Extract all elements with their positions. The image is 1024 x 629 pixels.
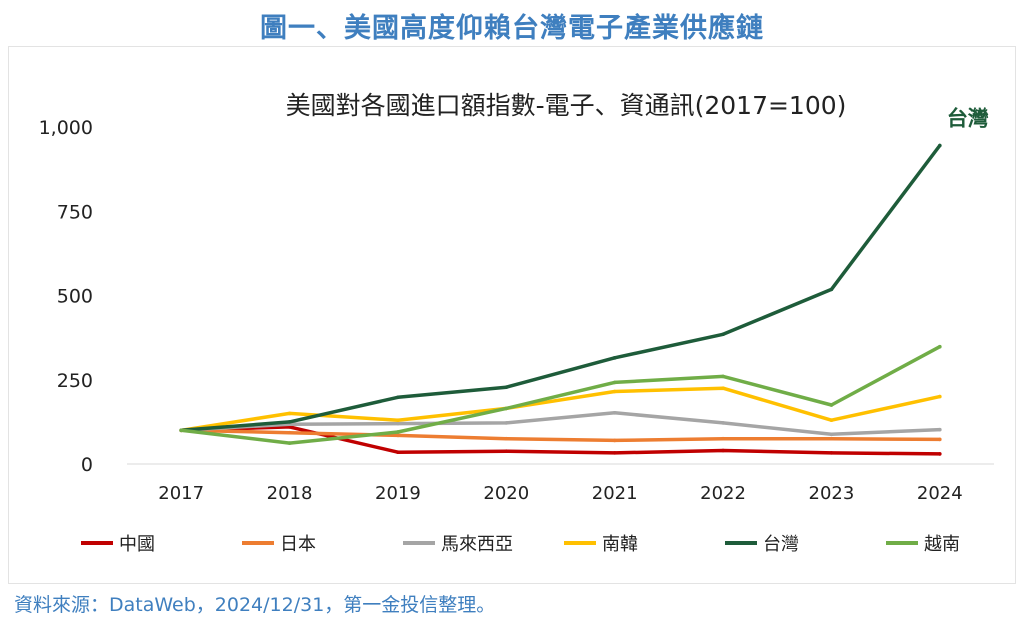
legend-label: 日本 xyxy=(280,534,316,555)
y-tick-label: 750 xyxy=(57,201,93,223)
legend-label: 越南 xyxy=(924,534,960,555)
data-point xyxy=(829,432,834,437)
data-point xyxy=(396,395,400,400)
data-point xyxy=(504,436,509,441)
data-point xyxy=(179,428,183,433)
legend-label: 南韓 xyxy=(602,534,638,555)
data-point xyxy=(938,394,942,399)
series-line-2 xyxy=(179,411,942,437)
data-point xyxy=(938,452,942,456)
data-point xyxy=(287,441,292,445)
data-point xyxy=(721,436,725,441)
x-tick-label: 2021 xyxy=(592,483,638,504)
data-point xyxy=(829,287,834,292)
data-point xyxy=(829,451,834,455)
x-tick-label: 2017 xyxy=(158,483,204,504)
data-point xyxy=(504,406,509,411)
data-point xyxy=(829,403,834,407)
data-point xyxy=(504,421,509,425)
source-note: 資料來源：DataWeb，2024/12/31，第一金投信整理。 xyxy=(14,594,496,616)
x-tick-label: 2020 xyxy=(483,483,529,504)
legend-label: 台灣 xyxy=(763,534,799,555)
y-tick-label: 500 xyxy=(57,286,93,308)
data-point xyxy=(612,451,617,455)
x-tick-label: 2019 xyxy=(375,483,421,504)
series-line-3 xyxy=(179,386,942,433)
series-line-5 xyxy=(179,344,942,445)
x-tick-label: 2022 xyxy=(700,483,746,504)
data-point xyxy=(721,332,725,337)
data-point xyxy=(721,448,725,453)
data-point xyxy=(287,411,292,416)
y-tick-label: 1,000 xyxy=(39,117,93,139)
data-point xyxy=(829,418,834,422)
line-chart: 美國對各國進口額指數-電子、資通訊(2017=100) 0 250 500 750 1,… xyxy=(39,91,994,555)
data-point xyxy=(938,437,942,442)
data-point xyxy=(721,421,725,425)
data-point xyxy=(396,450,400,455)
chart-panel: 美國對各國進口額指數-電子、資通訊(2017=100) 0 250 500 750 1,… xyxy=(8,46,1016,584)
data-point xyxy=(396,418,400,422)
data-point xyxy=(396,421,400,426)
data-point xyxy=(612,410,617,415)
data-point xyxy=(504,449,509,453)
data-point xyxy=(938,143,942,148)
y-tick-label: 0 xyxy=(81,454,93,476)
data-point xyxy=(612,356,617,360)
series-annotation: 台灣 xyxy=(947,107,989,131)
data-point xyxy=(287,425,292,429)
data-point xyxy=(938,427,942,432)
data-point xyxy=(721,386,725,390)
y-tick-label: 250 xyxy=(57,370,93,392)
data-point xyxy=(612,438,617,443)
page-title: 圖一、美國高度仰賴台灣電子產業供應鏈 xyxy=(260,13,764,44)
data-point xyxy=(396,433,400,438)
series-line-0 xyxy=(179,425,942,456)
data-point xyxy=(829,436,834,441)
data-point xyxy=(721,374,725,379)
data-point xyxy=(396,430,400,434)
legend-label: 馬來西亞 xyxy=(441,534,513,555)
data-point xyxy=(612,380,617,385)
data-point xyxy=(612,389,617,394)
series-line-4 xyxy=(179,143,942,433)
data-point xyxy=(938,344,942,349)
x-tick-label: 2023 xyxy=(809,483,855,504)
chart-title: 美國對各國進口額指數-電子、資通訊(2017=100) xyxy=(286,91,847,120)
data-point xyxy=(504,385,509,389)
data-point xyxy=(287,430,292,435)
data-point xyxy=(287,420,292,424)
legend-label: 中國 xyxy=(119,534,155,555)
x-tick-label: 2018 xyxy=(267,483,313,504)
x-tick-label: 2024 xyxy=(917,483,963,504)
series-line-1 xyxy=(179,428,942,443)
